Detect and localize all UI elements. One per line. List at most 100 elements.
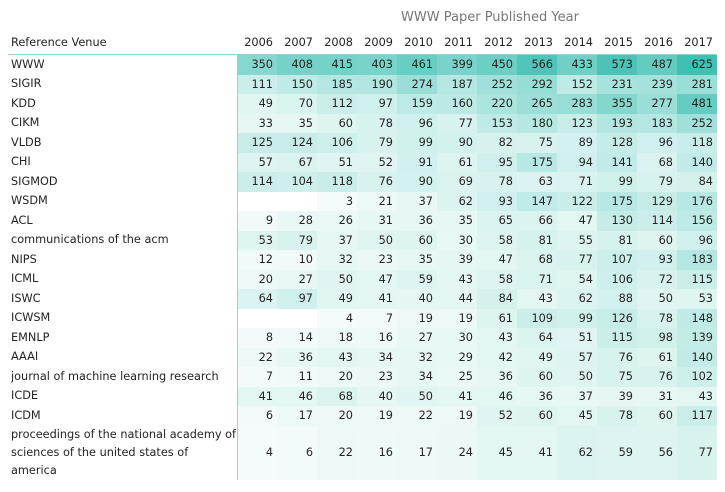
value-cell[interactable]: 66 xyxy=(517,211,557,231)
value-cell[interactable]: 90 xyxy=(437,133,477,153)
venue-label[interactable]: ISWC xyxy=(8,289,238,309)
value-cell[interactable]: 39 xyxy=(437,250,477,270)
value-cell[interactable]: 81 xyxy=(517,230,557,250)
value-cell[interactable]: 93 xyxy=(477,191,517,211)
value-cell[interactable]: 22 xyxy=(237,347,277,367)
value-cell[interactable]: 50 xyxy=(357,230,397,250)
value-cell[interactable]: 82 xyxy=(477,133,517,153)
value-cell[interactable]: 84 xyxy=(477,289,517,309)
value-cell[interactable]: 18 xyxy=(317,328,357,348)
table-row[interactable]: communications of the acm 53 79 37 50 60 30 58 8… xyxy=(8,230,717,250)
year-header[interactable]: 2006 xyxy=(244,36,273,49)
value-cell[interactable]: 76 xyxy=(637,367,677,387)
value-cell[interactable]: 3 xyxy=(317,191,357,211)
value-cell[interactable]: 193 xyxy=(597,113,637,133)
value-cell[interactable]: 93 xyxy=(637,250,677,270)
value-cell[interactable]: 252 xyxy=(677,113,717,133)
value-cell[interactable]: 96 xyxy=(637,133,677,153)
value-cell[interactable]: 433 xyxy=(557,54,597,75)
value-cell[interactable]: 35 xyxy=(397,250,437,270)
value-cell[interactable]: 129 xyxy=(637,191,677,211)
year-header[interactable]: 2015 xyxy=(604,36,633,49)
value-cell[interactable]: 350 xyxy=(237,54,277,75)
value-cell[interactable]: 47 xyxy=(557,211,597,231)
value-cell[interactable]: 4 xyxy=(317,308,357,328)
value-cell[interactable]: 111 xyxy=(237,74,277,94)
value-cell[interactable]: 76 xyxy=(357,172,397,192)
value-cell[interactable]: 114 xyxy=(637,211,677,231)
value-cell[interactable]: 43 xyxy=(437,269,477,289)
value-cell[interactable]: 17 xyxy=(277,406,317,426)
venue-label[interactable]: ICML xyxy=(8,269,238,289)
value-cell[interactable]: 52 xyxy=(357,152,397,172)
value-cell[interactable]: 59 xyxy=(397,269,437,289)
value-cell[interactable]: 64 xyxy=(517,328,557,348)
table-row[interactable]: CIKM 33 35 60 78 96 77 153 180 123 193 183 252 xyxy=(8,113,717,133)
value-cell[interactable]: 65 xyxy=(477,211,517,231)
value-cell[interactable]: 58 xyxy=(477,269,517,289)
value-cell[interactable]: 78 xyxy=(357,113,397,133)
table-row[interactable]: journal of machine learning research 7 11 2… xyxy=(8,367,717,387)
value-cell[interactable]: 68 xyxy=(637,152,677,172)
value-cell[interactable]: 153 xyxy=(477,113,517,133)
value-cell[interactable]: 123 xyxy=(557,113,597,133)
value-cell[interactable]: 45 xyxy=(557,406,597,426)
value-cell[interactable]: 78 xyxy=(597,406,637,426)
value-cell[interactable]: 573 xyxy=(597,54,637,75)
value-cell[interactable]: 75 xyxy=(597,367,637,387)
value-cell[interactable]: 37 xyxy=(557,386,597,406)
value-cell[interactable]: 61 xyxy=(437,152,477,172)
table-row[interactable]: WSDM 3 21 37 62 93 147 122 175 129 176 xyxy=(8,191,717,212)
value-cell[interactable] xyxy=(277,192,317,212)
value-cell[interactable]: 29 xyxy=(437,347,477,367)
value-cell[interactable]: 35 xyxy=(277,113,317,133)
value-cell[interactable]: 160 xyxy=(437,94,477,114)
value-cell[interactable]: 57 xyxy=(237,152,277,172)
value-cell[interactable]: 281 xyxy=(677,74,717,94)
value-cell[interactable]: 20 xyxy=(317,367,357,387)
value-cell[interactable]: 156 xyxy=(677,211,717,231)
year-header[interactable]: 2016 xyxy=(644,36,673,49)
value-cell[interactable]: 99 xyxy=(597,172,637,192)
value-cell[interactable]: 7 xyxy=(237,367,277,387)
value-cell[interactable]: 30 xyxy=(437,328,477,348)
value-cell[interactable]: 97 xyxy=(357,94,397,114)
value-cell[interactable]: 21 xyxy=(357,191,397,211)
value-cell[interactable]: 79 xyxy=(357,133,397,153)
value-cell[interactable]: 187 xyxy=(437,74,477,94)
value-cell[interactable]: 7 xyxy=(357,308,397,328)
value-cell[interactable]: 147 xyxy=(517,191,557,211)
value-cell[interactable]: 19 xyxy=(357,406,397,426)
value-cell[interactable]: 60 xyxy=(397,230,437,250)
row-header[interactable]: Reference Venue xyxy=(11,36,107,49)
value-cell[interactable]: 54 xyxy=(557,269,597,289)
value-cell[interactable]: 50 xyxy=(637,289,677,309)
value-cell[interactable]: 277 xyxy=(637,94,677,114)
value-cell[interactable]: 43 xyxy=(677,386,717,406)
value-cell[interactable]: 16 xyxy=(357,425,397,480)
value-cell[interactable]: 97 xyxy=(277,289,317,309)
value-cell[interactable]: 252 xyxy=(477,74,517,94)
value-cell[interactable]: 185 xyxy=(317,74,357,94)
value-cell[interactable]: 8 xyxy=(237,328,277,348)
value-cell[interactable]: 98 xyxy=(637,328,677,348)
value-cell[interactable]: 23 xyxy=(357,250,397,270)
value-cell[interactable]: 79 xyxy=(637,172,677,192)
value-cell[interactable]: 139 xyxy=(677,328,717,348)
value-cell[interactable]: 23 xyxy=(357,367,397,387)
value-cell[interactable]: 41 xyxy=(517,425,557,480)
value-cell[interactable]: 220 xyxy=(477,94,517,114)
value-cell[interactable]: 35 xyxy=(437,211,477,231)
value-cell[interactable]: 399 xyxy=(437,54,477,75)
value-cell[interactable]: 60 xyxy=(637,406,677,426)
value-cell[interactable]: 183 xyxy=(677,250,717,270)
value-cell[interactable]: 19 xyxy=(397,308,437,328)
value-cell[interactable]: 118 xyxy=(317,172,357,192)
value-cell[interactable]: 292 xyxy=(517,74,557,94)
value-cell[interactable]: 239 xyxy=(637,74,677,94)
value-cell[interactable]: 141 xyxy=(597,152,637,172)
value-cell[interactable]: 107 xyxy=(597,250,637,270)
value-cell[interactable]: 11 xyxy=(277,367,317,387)
venue-label[interactable]: communications of the acm xyxy=(8,230,238,250)
value-cell[interactable]: 60 xyxy=(637,230,677,250)
